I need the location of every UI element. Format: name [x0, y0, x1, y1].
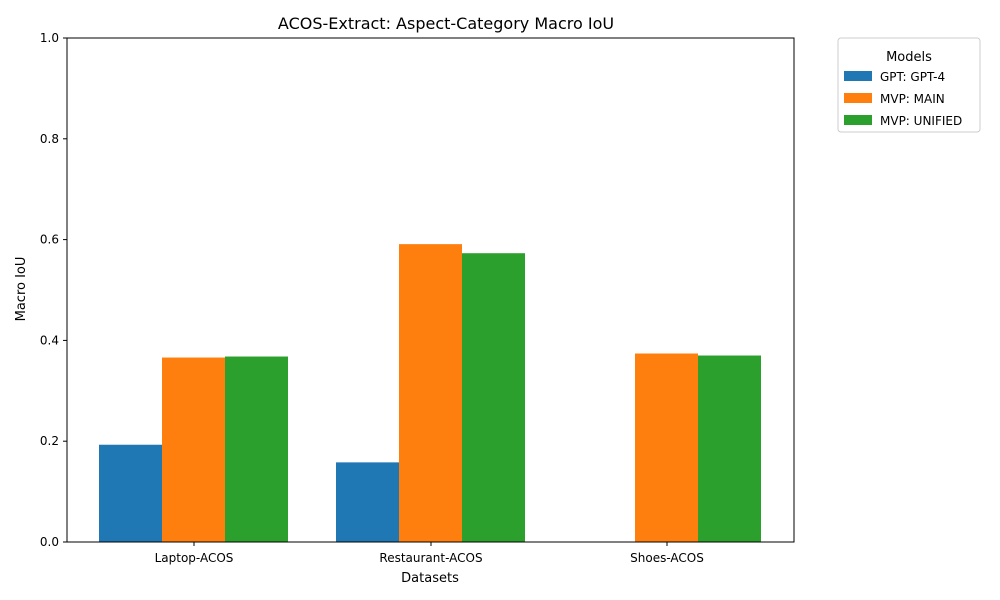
bar-shoes-acos-2 — [698, 355, 761, 542]
bar-laptop-acos-2 — [225, 356, 288, 542]
legend-label: MVP: MAIN — [880, 92, 945, 106]
y-tick-label: 0.8 — [40, 132, 59, 146]
bar-shoes-acos-1 — [635, 353, 698, 542]
legend-swatch — [844, 93, 872, 103]
legend-swatch — [844, 71, 872, 81]
bar-restaurant-acos-2 — [462, 253, 525, 542]
y-tick-label: 0.4 — [40, 333, 59, 347]
x-axis-label: Datasets — [401, 571, 459, 586]
y-tick-label: 0.0 — [40, 535, 59, 549]
legend-frame — [837, 37, 981, 133]
legend-label: GPT: GPT-4 — [880, 70, 945, 84]
x-tick-label: Laptop-ACOS — [155, 551, 234, 565]
bar-laptop-acos-0 — [99, 444, 162, 542]
y-tick-label: 0.6 — [40, 233, 59, 247]
bar-laptop-acos-1 — [162, 357, 225, 542]
bar-restaurant-acos-1 — [399, 244, 462, 543]
y-tick-label: 0.2 — [40, 434, 59, 448]
x-tick-label: Restaurant-ACOS — [379, 551, 482, 565]
x-tick-label: Shoes-ACOS — [630, 551, 704, 565]
y-tick-label: 1.0 — [40, 31, 59, 45]
legend-title: Models — [886, 50, 932, 65]
legend-label: MVP: UNIFIED — [880, 114, 962, 128]
legend-swatch — [844, 115, 872, 125]
legend: Models GPT: GPT-4 MVP: MAIN MVP: UNIFIED — [837, 37, 981, 133]
y-axis-label: Macro IoU — [14, 257, 29, 322]
chart-title: ACOS-Extract: Aspect-Category Macro IoU — [278, 14, 614, 33]
bar-restaurant-acos-0 — [336, 462, 399, 542]
plot-area: 0.0 0.2 0.4 0.6 0.8 1.0 Laptop-ACOS Restaurant-… — [40, 31, 795, 565]
